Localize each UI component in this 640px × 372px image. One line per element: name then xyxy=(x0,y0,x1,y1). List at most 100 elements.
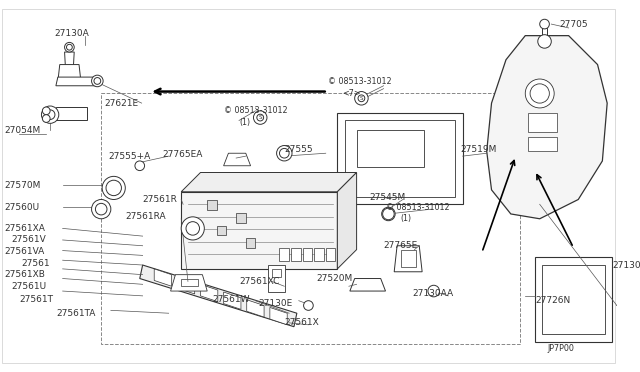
Bar xyxy=(541,265,605,334)
Polygon shape xyxy=(181,192,337,269)
Polygon shape xyxy=(140,265,297,327)
Bar xyxy=(314,248,324,261)
Polygon shape xyxy=(350,279,385,291)
Circle shape xyxy=(358,95,365,102)
Circle shape xyxy=(92,75,103,87)
Circle shape xyxy=(540,19,549,29)
Circle shape xyxy=(186,222,200,235)
Circle shape xyxy=(428,285,440,297)
Bar xyxy=(528,137,557,151)
Text: 27561U: 27561U xyxy=(12,282,47,291)
Text: (1): (1) xyxy=(400,214,411,223)
Text: 27561X: 27561X xyxy=(284,318,319,327)
Bar xyxy=(207,201,217,210)
Text: 27561T: 27561T xyxy=(19,295,53,304)
Text: <7>: <7> xyxy=(342,89,361,98)
Circle shape xyxy=(42,115,50,122)
Text: S: S xyxy=(259,115,262,120)
Text: © 08513-31012: © 08513-31012 xyxy=(223,106,287,115)
Bar xyxy=(272,269,282,277)
Text: 27561TA: 27561TA xyxy=(56,309,95,318)
Circle shape xyxy=(65,42,74,52)
Text: 27561XC: 27561XC xyxy=(239,277,280,286)
Text: © 08513-31012: © 08513-31012 xyxy=(385,203,449,212)
Text: S: S xyxy=(387,211,390,217)
Polygon shape xyxy=(181,173,356,192)
Text: 27765E: 27765E xyxy=(383,241,418,250)
Polygon shape xyxy=(486,36,607,219)
Text: 27561V: 27561V xyxy=(12,235,46,244)
Circle shape xyxy=(530,84,549,103)
Bar xyxy=(280,248,289,261)
Circle shape xyxy=(181,217,204,240)
Circle shape xyxy=(95,203,107,215)
Text: 27561RA: 27561RA xyxy=(125,212,166,221)
Circle shape xyxy=(42,106,59,124)
Text: 27561R: 27561R xyxy=(143,195,177,204)
Text: JP7P00: JP7P00 xyxy=(547,344,574,353)
Circle shape xyxy=(381,207,395,221)
Bar xyxy=(246,238,255,248)
Bar xyxy=(535,257,612,342)
Circle shape xyxy=(303,301,313,310)
Polygon shape xyxy=(65,52,74,70)
Text: 27765EA: 27765EA xyxy=(162,150,202,159)
Text: 27555: 27555 xyxy=(284,145,313,154)
Circle shape xyxy=(102,176,125,199)
Circle shape xyxy=(525,79,554,108)
Text: 27520M: 27520M xyxy=(316,274,353,283)
Bar xyxy=(337,113,463,204)
Circle shape xyxy=(92,199,111,219)
Text: 27570M: 27570M xyxy=(5,180,41,190)
Text: (1): (1) xyxy=(239,118,250,127)
Text: 27054M: 27054M xyxy=(5,126,41,135)
Circle shape xyxy=(280,148,289,158)
Polygon shape xyxy=(154,269,172,286)
Text: 27130E: 27130E xyxy=(259,299,292,308)
Circle shape xyxy=(94,78,100,84)
Text: 27130AA: 27130AA xyxy=(413,289,454,298)
Text: 27560U: 27560U xyxy=(5,203,40,212)
Text: S: S xyxy=(360,96,363,101)
Polygon shape xyxy=(56,77,99,86)
Polygon shape xyxy=(200,284,218,302)
Polygon shape xyxy=(394,246,422,272)
Circle shape xyxy=(106,180,122,196)
Circle shape xyxy=(42,107,50,115)
Text: 27726N: 27726N xyxy=(535,296,570,305)
Polygon shape xyxy=(171,275,207,291)
Bar xyxy=(291,248,301,261)
Text: 27561XB: 27561XB xyxy=(5,270,45,279)
Bar xyxy=(326,248,335,261)
Polygon shape xyxy=(223,292,241,310)
Text: © 08513-31012: © 08513-31012 xyxy=(328,77,391,86)
Circle shape xyxy=(355,92,368,105)
Polygon shape xyxy=(56,107,87,121)
Text: 27545M: 27545M xyxy=(369,193,405,202)
Circle shape xyxy=(67,44,72,50)
Text: 27561VA: 27561VA xyxy=(5,247,45,256)
Bar xyxy=(268,265,285,292)
Text: 27130A: 27130A xyxy=(54,29,89,38)
Text: 27621E: 27621E xyxy=(104,99,138,108)
Circle shape xyxy=(385,211,392,217)
Polygon shape xyxy=(177,277,195,294)
Polygon shape xyxy=(181,279,198,286)
Polygon shape xyxy=(247,300,264,317)
Polygon shape xyxy=(337,173,356,269)
Polygon shape xyxy=(58,65,81,82)
Circle shape xyxy=(276,145,292,161)
Polygon shape xyxy=(270,307,287,325)
Bar xyxy=(528,113,557,132)
Circle shape xyxy=(135,161,145,171)
Bar xyxy=(217,225,227,235)
Bar xyxy=(303,248,312,261)
Text: 27555+A: 27555+A xyxy=(108,152,150,161)
Bar xyxy=(356,130,424,167)
Text: 27561XA: 27561XA xyxy=(5,224,45,233)
Bar xyxy=(236,213,246,222)
Bar xyxy=(101,93,520,344)
Polygon shape xyxy=(223,153,251,166)
Bar xyxy=(541,28,547,41)
Text: 27561: 27561 xyxy=(21,259,50,267)
